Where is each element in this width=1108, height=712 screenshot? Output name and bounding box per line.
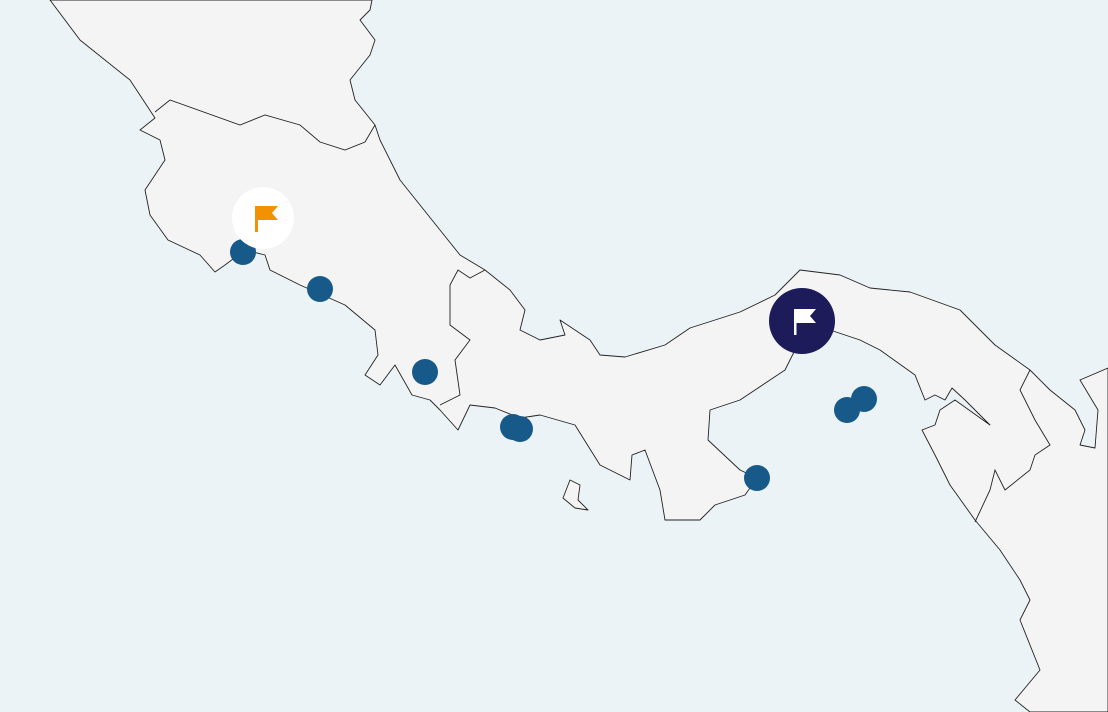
- flag: [796, 309, 816, 323]
- border-colombia: [974, 369, 1051, 523]
- island: [562, 479, 589, 511]
- location-pin[interactable]: [412, 359, 438, 385]
- border-panama: [439, 269, 486, 406]
- flag-marker-start[interactable]: [232, 187, 294, 249]
- location-pin[interactable]: [744, 465, 770, 491]
- location-pin[interactable]: [834, 397, 860, 423]
- flag-pole: [255, 206, 258, 232]
- flag: [258, 206, 278, 220]
- land-central-america: [49, 0, 1108, 712]
- flag-marker-end[interactable]: [769, 288, 835, 354]
- location-pin[interactable]: [507, 416, 533, 442]
- location-pin[interactable]: [307, 276, 333, 302]
- border-nicaragua: [154, 99, 376, 151]
- flag-pole: [794, 309, 797, 335]
